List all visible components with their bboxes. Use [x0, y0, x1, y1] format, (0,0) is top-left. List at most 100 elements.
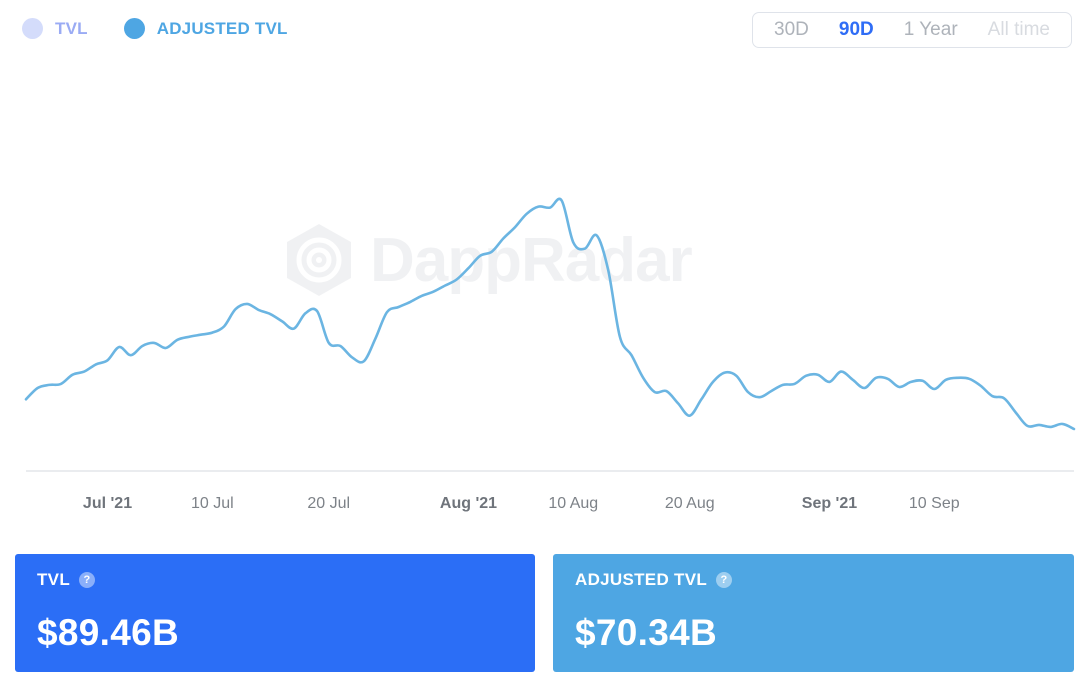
data-point[interactable]	[253, 304, 265, 316]
data-point[interactable]	[474, 250, 486, 262]
data-point[interactable]	[1045, 421, 1057, 433]
data-point[interactable]	[532, 201, 544, 213]
data-point[interactable]	[998, 392, 1010, 404]
data-point[interactable]	[952, 372, 964, 384]
data-point[interactable]	[1056, 418, 1068, 430]
data-point[interactable]	[32, 382, 44, 394]
data-point[interactable]	[695, 393, 707, 405]
data-point[interactable]	[905, 376, 917, 388]
data-point[interactable]	[672, 397, 684, 409]
data-point[interactable]	[777, 379, 789, 391]
data-point[interactable]	[78, 366, 90, 378]
data-point[interactable]	[870, 372, 882, 384]
data-point[interactable]	[882, 373, 894, 385]
data-point[interactable]	[626, 349, 638, 361]
data-point[interactable]	[300, 307, 312, 319]
legend-item-tvl[interactable]: TVL	[22, 18, 88, 39]
tvl-line-chart: Jul '21 10 Jul 20 Jul Aug '21 10 Aug 20 Aug Se…	[20, 194, 1080, 512]
data-point[interactable]	[113, 341, 125, 353]
data-point[interactable]	[288, 323, 300, 335]
data-point[interactable]	[311, 305, 323, 317]
data-point[interactable]	[55, 378, 67, 390]
data-point[interactable]	[754, 391, 766, 403]
data-point[interactable]	[160, 342, 172, 354]
data-point[interactable]	[265, 308, 277, 320]
data-point[interactable]	[509, 221, 521, 233]
data-point[interactable]	[987, 390, 999, 402]
data-point[interactable]	[812, 369, 824, 381]
data-point[interactable]	[230, 303, 242, 315]
data-point[interactable]	[544, 202, 556, 214]
data-point[interactable]	[556, 194, 568, 206]
data-point[interactable]	[451, 273, 463, 285]
data-point[interactable]	[369, 333, 381, 345]
help-icon[interactable]: ?	[79, 572, 96, 588]
data-point[interactable]	[800, 370, 812, 382]
data-point[interactable]	[824, 376, 836, 388]
data-point[interactable]	[358, 355, 370, 367]
data-point[interactable]	[497, 232, 509, 244]
range-button-all-time[interactable]: All time	[987, 19, 1050, 40]
range-button-1-year[interactable]: 1 Year	[903, 19, 958, 40]
data-point[interactable]	[893, 381, 905, 393]
data-point[interactable]	[1010, 407, 1022, 419]
data-point[interactable]	[148, 337, 160, 349]
data-point[interactable]	[218, 321, 230, 333]
data-point[interactable]	[858, 382, 870, 394]
data-point[interactable]	[276, 315, 288, 327]
data-point[interactable]	[614, 331, 626, 343]
data-point[interactable]	[835, 366, 847, 378]
data-point[interactable]	[171, 334, 183, 346]
data-point[interactable]	[381, 306, 393, 318]
data-point[interactable]	[719, 367, 731, 379]
data-point[interactable]	[602, 264, 614, 276]
data-point[interactable]	[637, 372, 649, 384]
data-point[interactable]	[928, 383, 940, 395]
data-point[interactable]	[463, 262, 475, 274]
data-point[interactable]	[439, 280, 451, 292]
data-point[interactable]	[1021, 420, 1033, 432]
data-point[interactable]	[579, 243, 591, 255]
legend-item-adjusted-tvl[interactable]: ADJUSTED TVL	[123, 18, 288, 39]
data-point[interactable]	[241, 298, 253, 310]
data-point[interactable]	[707, 376, 719, 388]
data-point[interactable]	[789, 378, 801, 390]
data-point[interactable]	[428, 286, 440, 298]
data-point[interactable]	[393, 301, 405, 313]
data-point[interactable]	[102, 354, 114, 366]
data-point[interactable]	[323, 337, 335, 349]
data-point[interactable]	[975, 380, 987, 392]
data-point[interactable]	[567, 236, 579, 248]
data-point[interactable]	[346, 351, 358, 363]
data-point[interactable]	[917, 375, 929, 387]
data-point[interactable]	[591, 229, 603, 241]
data-point[interactable]	[125, 349, 137, 361]
data-point[interactable]	[684, 410, 696, 422]
help-icon[interactable]: ?	[716, 572, 733, 588]
data-point[interactable]	[660, 385, 672, 397]
data-point[interactable]	[963, 373, 975, 385]
data-point[interactable]	[206, 327, 218, 339]
data-point[interactable]	[765, 385, 777, 397]
data-point[interactable]	[416, 290, 428, 302]
data-point[interactable]	[1068, 423, 1080, 435]
data-point[interactable]	[742, 386, 754, 398]
data-point[interactable]	[136, 340, 148, 352]
data-point[interactable]	[90, 358, 102, 370]
data-point[interactable]	[43, 379, 55, 391]
data-point[interactable]	[486, 246, 498, 258]
data-point[interactable]	[67, 369, 79, 381]
data-point[interactable]	[1033, 419, 1045, 431]
data-point[interactable]	[20, 393, 32, 405]
data-point[interactable]	[730, 370, 742, 382]
data-point[interactable]	[847, 374, 859, 386]
data-point[interactable]	[183, 331, 195, 343]
data-point[interactable]	[940, 374, 952, 386]
data-point[interactable]	[649, 386, 661, 398]
data-point[interactable]	[404, 296, 416, 308]
data-point[interactable]	[195, 329, 207, 341]
data-point[interactable]	[521, 208, 533, 220]
data-point[interactable]	[334, 340, 346, 352]
range-button-90d[interactable]: 90D	[838, 19, 874, 40]
range-button-30d[interactable]: 30D	[774, 19, 809, 40]
